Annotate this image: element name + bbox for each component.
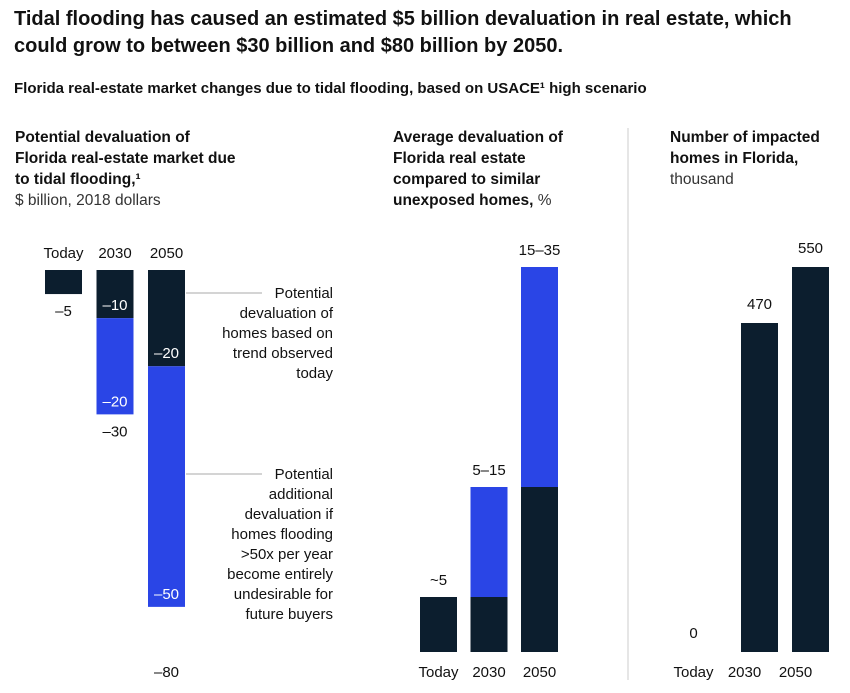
- bar-segment: [470, 487, 508, 597]
- title: Tidal flooding has caused an estimated $…: [14, 8, 792, 57]
- value-label: 0: [689, 625, 697, 642]
- bar-segment: [521, 267, 558, 487]
- category-label: 2050: [150, 245, 183, 262]
- range-label: 5–15: [472, 462, 505, 479]
- category-label: 2030: [728, 664, 761, 681]
- category-label: 2050: [779, 664, 812, 681]
- category-label: 2030: [472, 664, 505, 681]
- category-label: Today: [43, 245, 84, 262]
- panel-unit: %: [537, 192, 552, 209]
- category-label: Today: [418, 664, 459, 681]
- panel-title: Potential devaluation of Florida real-es…: [15, 129, 236, 188]
- panel-header: Average devaluation of Florida real esta…: [393, 127, 593, 211]
- panel-header: Potential devaluation of Florida real-es…: [15, 127, 245, 211]
- total-label: –80: [154, 664, 179, 681]
- bar-segment: [148, 366, 185, 607]
- series-annotation: Potential devaluation of homes based on …: [222, 285, 333, 382]
- panel-unit: $ billion, 2018 dollars: [15, 192, 161, 209]
- bar-segment: [521, 487, 558, 652]
- bar: [741, 323, 778, 652]
- category-label: Today: [673, 664, 714, 681]
- bar-segment: [96, 318, 134, 415]
- range-label: 15–35: [519, 242, 561, 259]
- range-label: ~5: [430, 572, 447, 589]
- value-label: 550: [798, 240, 823, 257]
- series-annotation: Potential additional devaluation if home…: [227, 466, 333, 623]
- value-label: –10: [102, 297, 127, 314]
- bar-segment: [470, 597, 508, 652]
- bar: [792, 267, 829, 652]
- value-label: –20: [154, 345, 179, 362]
- bar-segment: [45, 270, 82, 295]
- bar-segment: [420, 597, 457, 652]
- subtitle: Florida real-estate market changes due t…: [14, 80, 647, 97]
- value-label: 470: [747, 296, 772, 313]
- panel-title: Average devaluation of Florida real esta…: [393, 129, 563, 209]
- panel-header: Number of impacted homes in Florida, tho…: [670, 127, 820, 190]
- category-label: 2030: [98, 245, 131, 262]
- value-label: –20: [102, 393, 127, 410]
- panel-unit: thousand: [670, 171, 734, 188]
- bar-segment: [148, 270, 185, 367]
- total-label: –5: [55, 303, 72, 320]
- value-label: –50: [154, 586, 179, 603]
- category-label: 2050: [523, 664, 556, 681]
- bar-segment: [96, 270, 134, 319]
- total-label: –30: [102, 423, 127, 440]
- panel-title: Number of impacted homes in Florida,: [670, 129, 820, 167]
